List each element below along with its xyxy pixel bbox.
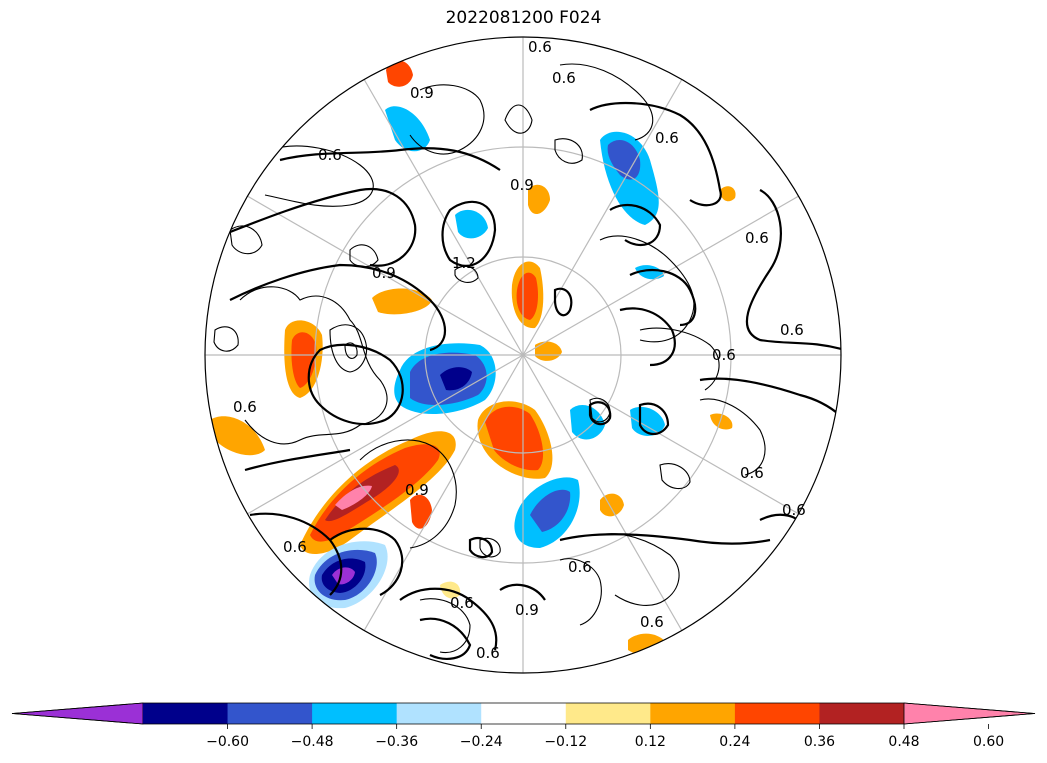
map-boundary xyxy=(204,36,842,674)
colorbar-segment xyxy=(565,703,651,724)
colorbar-tick-label: −0.60 xyxy=(206,734,249,750)
negative-field-central-dark xyxy=(440,367,472,391)
colorbar-tick-label: −0.48 xyxy=(291,734,334,750)
contour-label: 0.6 xyxy=(283,538,307,556)
contour-label: 0.9 xyxy=(510,176,534,194)
positive-field-spot-11 xyxy=(710,413,733,430)
colorbar-segment xyxy=(650,703,736,724)
colorbar-tick-label: 0.36 xyxy=(804,734,835,750)
contour-label: 0.6 xyxy=(233,398,257,416)
colorbar-tick-label: −0.36 xyxy=(375,734,418,750)
contour-labels: 0.6 0.6 0.6 0.6 0.6 0.6 0.6 0.6 0.6 0.6 … xyxy=(233,38,806,662)
colorbar-segment xyxy=(312,703,398,724)
contour-label: 0.6 xyxy=(782,501,806,519)
colorbar-extend-max xyxy=(903,702,1036,725)
positive-field-spot-1 xyxy=(372,288,432,315)
colorbar-segment xyxy=(227,703,313,724)
negative-field-east-1 xyxy=(570,405,605,440)
colorbar-segment xyxy=(819,703,905,724)
positive-field-west-red xyxy=(291,332,317,388)
colorbar-ticks xyxy=(227,724,989,729)
positive-field-pink xyxy=(335,485,372,510)
colorbar-outline xyxy=(11,702,1036,725)
positive-field-siberia-red xyxy=(516,272,538,320)
negative-field-pacific-blue xyxy=(607,140,641,180)
contour-label: 0.9 xyxy=(410,84,434,102)
positive-field-spot-9 xyxy=(720,186,736,202)
contour-label: 1.2 xyxy=(452,254,476,272)
contour-label: 0.9 xyxy=(405,481,429,499)
chart-title: 2022081200 F024 xyxy=(445,8,602,28)
colorbar-segment xyxy=(734,703,820,724)
colorbar-extend-min xyxy=(11,702,144,725)
colorbar-segments xyxy=(11,702,1036,725)
contour-lines xyxy=(209,102,841,660)
map-content xyxy=(205,37,841,673)
contour-label: 0.9 xyxy=(372,264,396,282)
negative-field-north-2 xyxy=(455,209,488,239)
positive-field-spot-4 xyxy=(410,494,432,529)
negative-field-north-1 xyxy=(385,106,430,152)
contour-label: 0.9 xyxy=(515,601,539,619)
colorbar-tick-labels: −0.60 −0.48 −0.36 −0.24 −0.12 0.12 0.24 0.36 0.4… xyxy=(206,734,1004,750)
contour-label: 0.6 xyxy=(655,129,679,147)
contour-label: 0.6 xyxy=(318,146,342,164)
polar-map: 0.6 0.6 0.6 0.6 0.6 0.6 0.6 0.6 0.6 0.6 … xyxy=(204,36,842,674)
colorbar-tick-label: 0.24 xyxy=(719,734,750,750)
colorbar-segment xyxy=(143,703,229,724)
colorbar-segment xyxy=(396,703,482,724)
contour-label: 0.6 xyxy=(740,464,764,482)
shaded-fields xyxy=(210,60,736,655)
positive-field-spot-5 xyxy=(210,416,265,456)
contour-label: 0.6 xyxy=(450,594,474,612)
negative-field-east-2 xyxy=(630,406,665,436)
colorbar-tick-label: −0.12 xyxy=(544,734,587,750)
contour-label: 0.6 xyxy=(640,613,664,631)
colorbar-tick-label: 0.48 xyxy=(888,734,919,750)
contour-label: 0.6 xyxy=(745,229,769,247)
negative-field-east-3 xyxy=(635,265,664,280)
positive-field-spot-2 xyxy=(535,341,562,361)
positive-field-spot-7 xyxy=(528,184,550,215)
colorbar-tick-label: 0.12 xyxy=(635,734,666,750)
negative-field-purple xyxy=(332,567,355,585)
contour-label: 0.6 xyxy=(528,38,552,56)
positive-field-spot-6 xyxy=(386,60,413,87)
contour-label: 0.6 xyxy=(780,321,804,339)
contour-label: 0.6 xyxy=(568,558,592,576)
colorbar-tick-label: −0.24 xyxy=(460,734,503,750)
contour-label: 0.6 xyxy=(552,69,576,87)
colorbar-segment xyxy=(481,703,567,724)
colorbar-tick-label: 0.60 xyxy=(973,734,1004,750)
contour-label: 0.6 xyxy=(476,644,500,662)
negative-field-scand-blue xyxy=(530,489,571,532)
contour-label: 0.6 xyxy=(712,346,736,364)
positive-field-atlantic-red xyxy=(485,406,544,471)
